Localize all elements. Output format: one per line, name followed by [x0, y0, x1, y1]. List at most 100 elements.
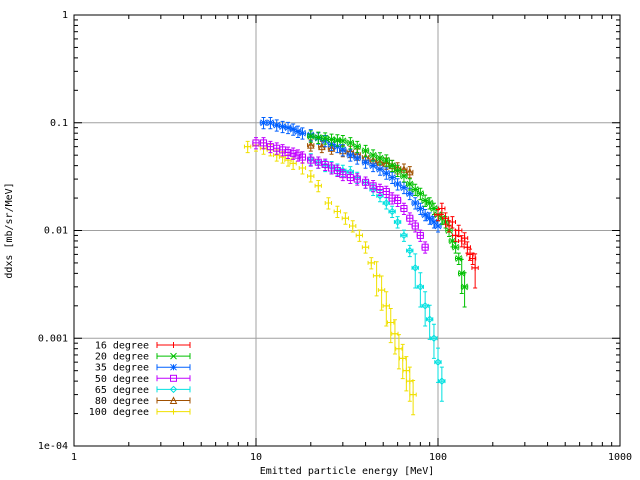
data-point [406, 190, 414, 197]
data-point [170, 352, 177, 360]
error-bar [402, 356, 410, 392]
data-point [383, 302, 390, 309]
data-point [334, 208, 341, 215]
data-point [284, 124, 292, 132]
data-point [388, 207, 396, 216]
data-point [394, 167, 401, 174]
data-point [170, 363, 177, 371]
axis-ticks [73, 14, 621, 447]
error-bar [307, 154, 315, 167]
data-point [382, 169, 390, 177]
data-point [170, 408, 177, 415]
data-point [368, 259, 375, 266]
error-bar [307, 139, 315, 152]
data-point [406, 214, 414, 222]
data-point [430, 205, 438, 212]
data-point [434, 222, 442, 230]
series-layer [243, 116, 479, 416]
data-point [298, 153, 306, 161]
data-point [333, 167, 341, 175]
data-point [472, 264, 479, 271]
data-point [369, 151, 377, 159]
data-point [273, 121, 281, 129]
data-point [362, 147, 369, 155]
legend-item: 20 degree [95, 352, 191, 363]
data-point [299, 165, 306, 172]
data-point [362, 244, 369, 251]
data-point [362, 158, 369, 166]
y-tick-labels: 1e-04 0.001 0.01 0.1 1 [38, 10, 68, 452]
data-point [455, 255, 463, 262]
data-point [342, 215, 349, 222]
data-point [328, 136, 335, 143]
data-point [314, 158, 322, 166]
data-point [327, 144, 336, 152]
data-point [406, 180, 414, 188]
data-point [382, 199, 391, 207]
data-point [446, 223, 453, 230]
x-axis-label: Emitted particle energy [MeV] [260, 466, 435, 477]
data-point [411, 222, 419, 230]
legend-swatch [156, 375, 191, 382]
data-point [467, 251, 474, 258]
data-point [458, 270, 466, 277]
data-point [426, 199, 434, 207]
data-point [394, 180, 401, 188]
legend-item: 35 degree [95, 363, 191, 374]
error-bar [382, 291, 390, 327]
error-bar [298, 151, 307, 164]
legend-swatch [156, 386, 191, 393]
data-point [449, 218, 456, 225]
data-point [393, 218, 402, 226]
data-point [406, 378, 413, 385]
error-bar [376, 183, 384, 197]
data-point [378, 287, 385, 294]
data-point [284, 148, 292, 156]
data-point [403, 367, 410, 374]
y-tick-label: 0.001 [38, 333, 68, 344]
data-point [353, 154, 361, 162]
data-point [449, 237, 456, 245]
data-point [346, 174, 354, 182]
y-axis-label: ddxs [mb/sr/MeV] [4, 182, 15, 278]
data-point [376, 192, 384, 200]
data-point [299, 129, 306, 137]
data-point [399, 355, 406, 362]
data-point [290, 160, 297, 167]
legend-label: 35 degree [95, 363, 149, 374]
error-bar [400, 202, 408, 215]
x-tick-label: 10 [250, 452, 262, 463]
data-point [321, 134, 329, 142]
data-point [356, 232, 363, 239]
error-bar [377, 275, 386, 311]
data-point [362, 178, 370, 186]
data-point [438, 377, 446, 385]
legend-label: 65 degree [95, 385, 149, 396]
data-point [294, 151, 302, 159]
legend-label: 50 degree [95, 374, 149, 385]
error-bar [314, 156, 322, 169]
error-bar [353, 173, 361, 186]
y-tick-label: 0.01 [44, 226, 68, 237]
data-point [421, 197, 429, 204]
error-bar [416, 229, 424, 242]
data-point [321, 160, 329, 168]
grid-lines [74, 15, 620, 446]
data-point [289, 125, 297, 133]
legend-item: 80 degree [95, 396, 191, 407]
error-bar [395, 334, 403, 370]
legend-item: 50 degree [95, 374, 191, 385]
legend-item: 16 degree [95, 341, 191, 352]
data-point [382, 156, 390, 164]
data-point [388, 174, 396, 181]
error-bar [406, 212, 414, 225]
data-point [434, 358, 442, 366]
data-point [260, 139, 268, 147]
error-bar [421, 241, 429, 254]
data-point [307, 132, 315, 140]
data-point [382, 188, 390, 196]
data-point [369, 162, 377, 169]
data-point [279, 123, 286, 131]
data-point [425, 315, 434, 323]
